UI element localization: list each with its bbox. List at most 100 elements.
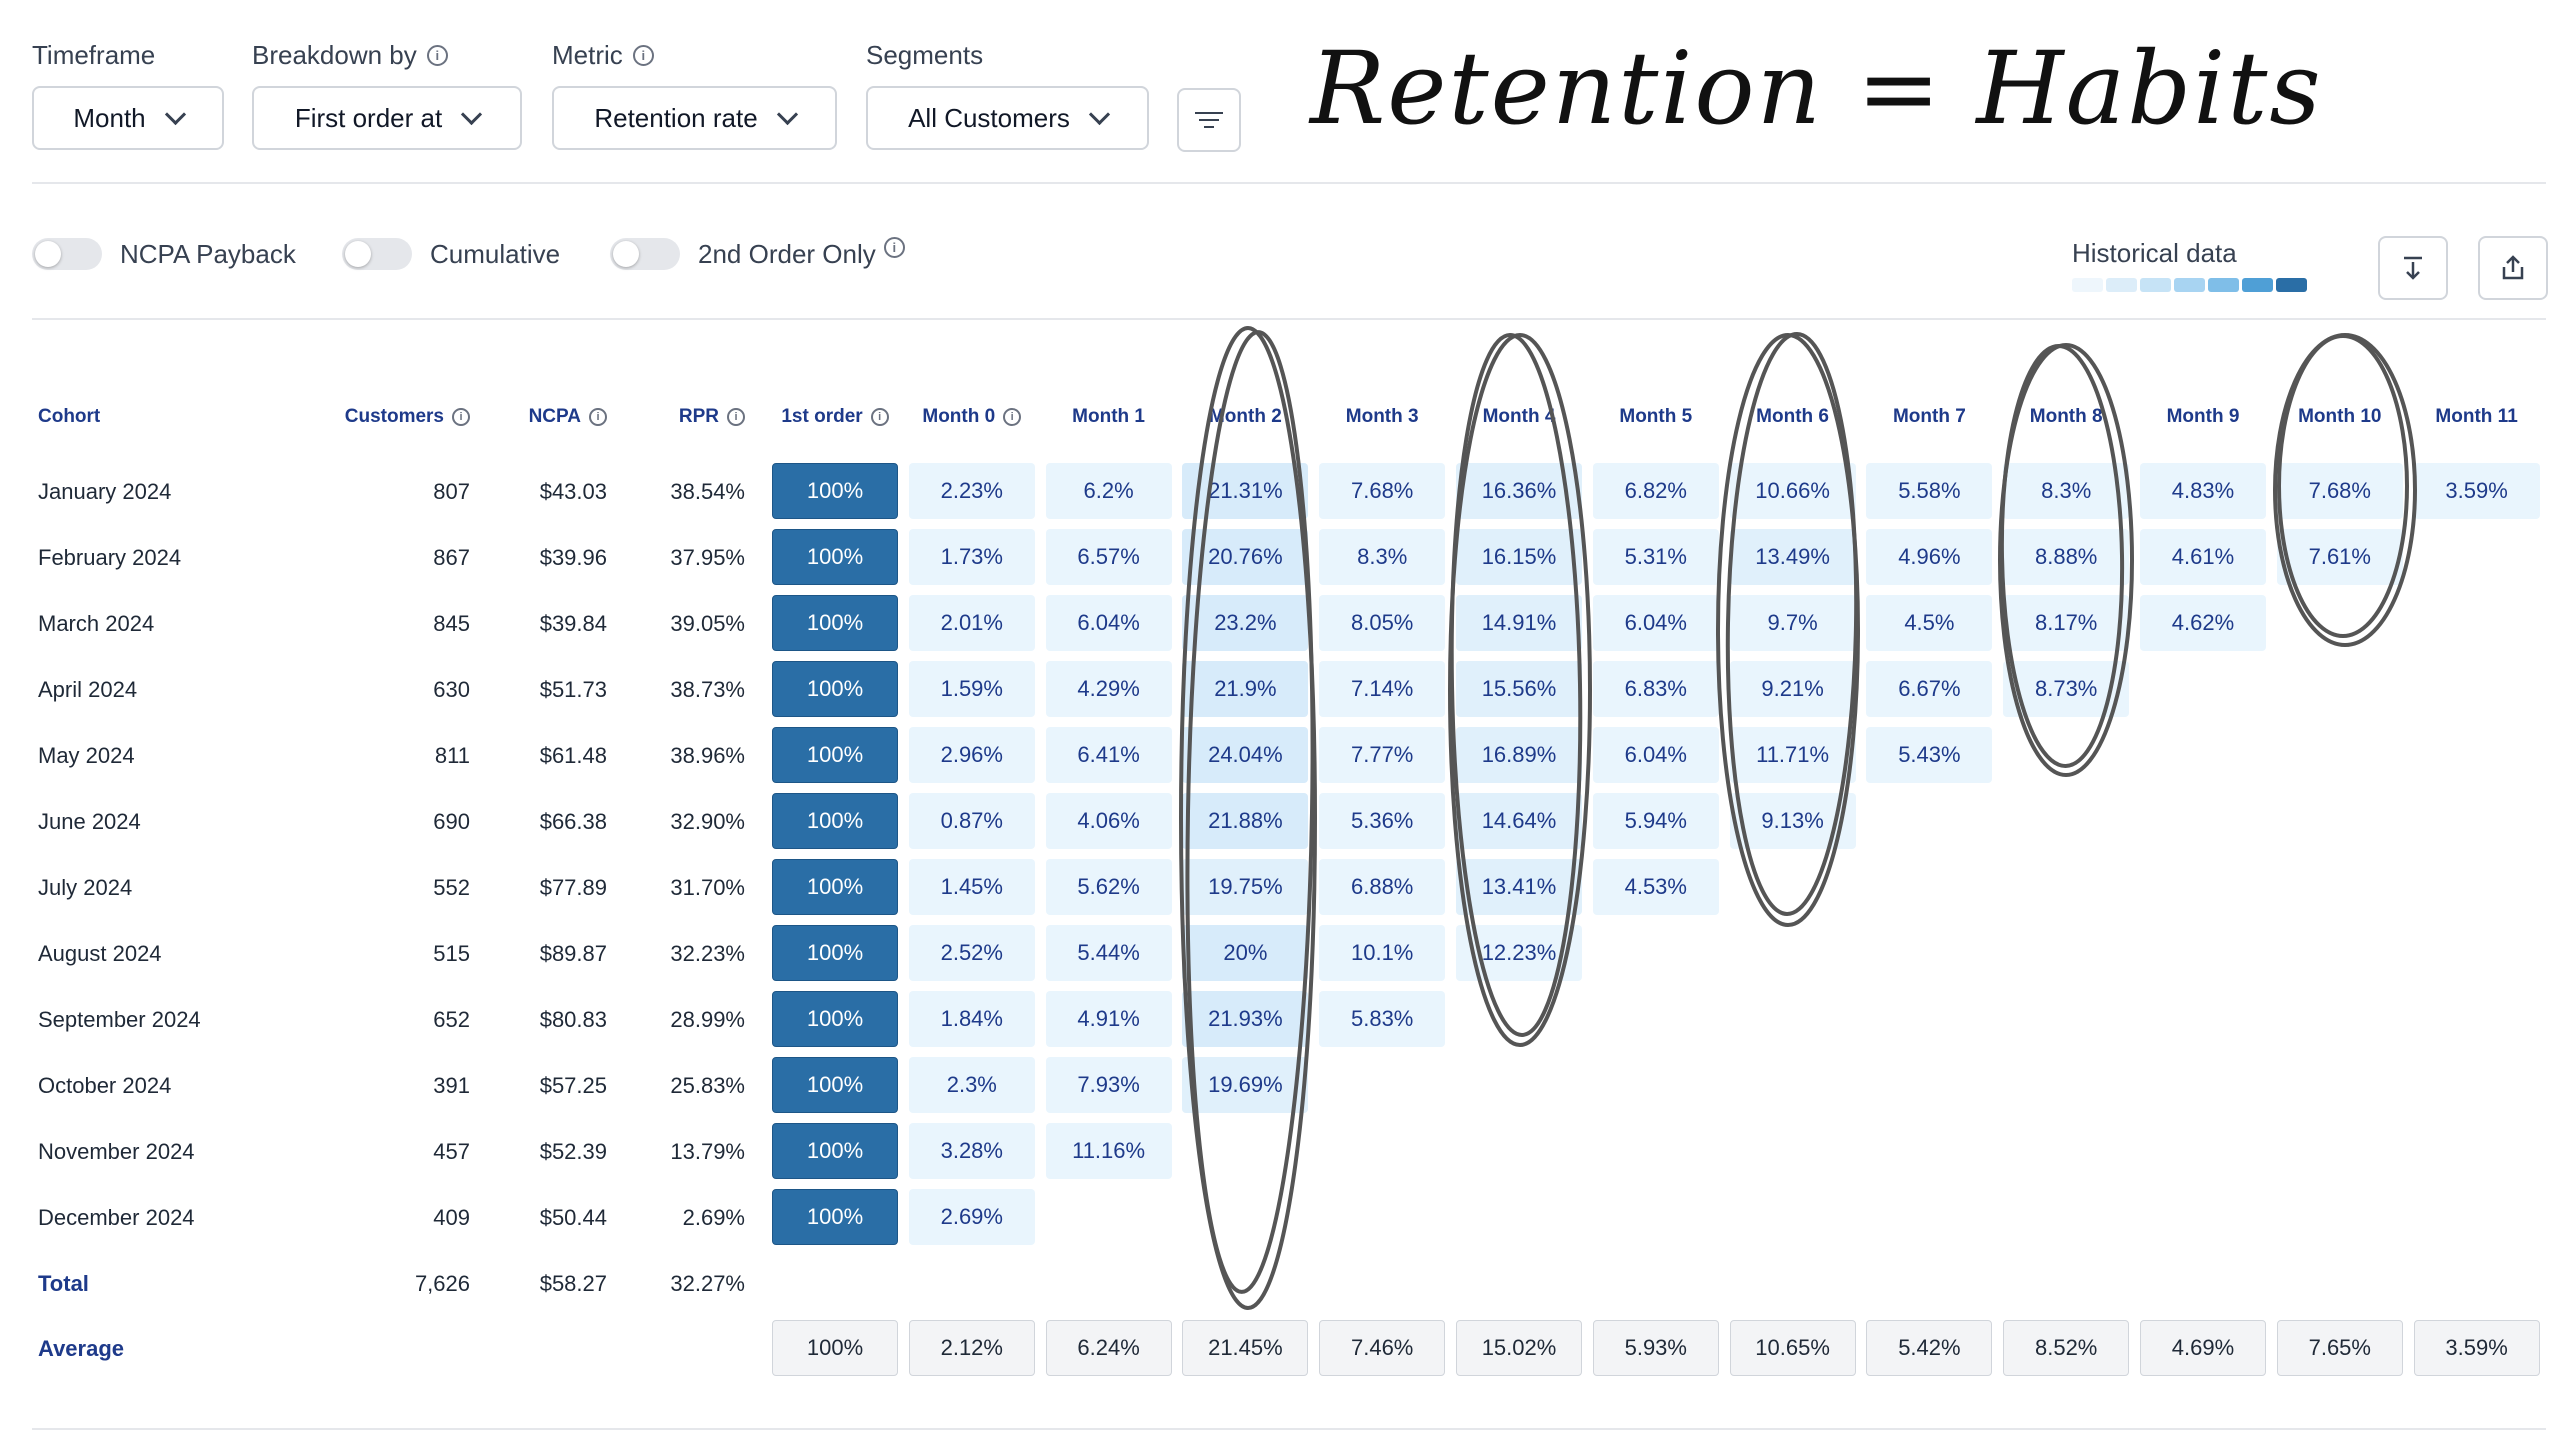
retention-cell[interactable]: 5.31% <box>1592 529 1719 585</box>
retention-cell[interactable]: 5.44% <box>1045 925 1172 981</box>
retention-cell[interactable]: 3.28% <box>908 1123 1035 1179</box>
retention-cell[interactable]: 24.04% <box>1182 727 1309 783</box>
retention-cell[interactable]: 5.94% <box>1592 793 1719 849</box>
retention-cell[interactable]: 21.93% <box>1182 991 1309 1047</box>
filter-button[interactable] <box>1177 88 1241 152</box>
retention-cell[interactable]: 15.56% <box>1456 661 1582 717</box>
retention-cell[interactable]: 4.83% <box>2140 463 2266 519</box>
retention-cell[interactable]: 5.43% <box>1866 727 1993 783</box>
breakdown-select[interactable]: First order at <box>252 86 522 150</box>
retention-cell[interactable]: 6.67% <box>1866 661 1993 717</box>
retention-cell[interactable]: 7.77% <box>1319 727 1446 783</box>
column-header[interactable]: Month 4 <box>1456 406 1582 428</box>
info-icon[interactable]: i <box>1003 408 1022 426</box>
retention-cell[interactable]: 1.45% <box>908 859 1035 915</box>
info-icon[interactable]: i <box>589 408 607 426</box>
retention-cell[interactable]: 6.04% <box>1045 595 1172 651</box>
retention-cell[interactable]: 11.71% <box>1729 727 1856 783</box>
column-header[interactable]: Month 7 <box>1866 406 1992 428</box>
column-header[interactable]: Month 8 <box>2003 406 2129 428</box>
retention-cell[interactable]: 1.84% <box>908 991 1035 1047</box>
share-button[interactable] <box>2478 236 2548 300</box>
column-header[interactable]: Month 6 <box>1730 406 1856 428</box>
column-header[interactable]: RPR i <box>679 406 745 428</box>
retention-cell[interactable]: 2.96% <box>908 727 1035 783</box>
first-order-cell[interactable]: 100% <box>772 529 898 585</box>
retention-cell[interactable]: 7.68% <box>2276 463 2403 519</box>
info-icon[interactable]: i <box>426 45 448 66</box>
info-icon[interactable]: i <box>632 45 654 66</box>
retention-cell[interactable]: 14.64% <box>1456 793 1582 849</box>
first-order-cell[interactable]: 100% <box>772 1123 898 1179</box>
retention-cell[interactable]: 7.93% <box>1045 1057 1172 1113</box>
retention-cell[interactable]: 4.5% <box>1866 595 1993 651</box>
retention-cell[interactable]: 2.23% <box>908 463 1035 519</box>
retention-cell[interactable]: 6.41% <box>1045 727 1172 783</box>
cumulative-toggle[interactable]: Cumulative <box>342 238 560 270</box>
column-header[interactable]: Month 10 <box>2277 406 2403 428</box>
first-order-cell[interactable]: 100% <box>772 727 898 783</box>
info-icon[interactable]: i <box>727 408 745 426</box>
retention-cell[interactable]: 21.31% <box>1182 463 1309 519</box>
retention-cell[interactable]: 5.83% <box>1319 991 1446 1047</box>
retention-cell[interactable]: 16.15% <box>1456 529 1582 585</box>
retention-cell[interactable]: 2.52% <box>908 925 1035 981</box>
retention-cell[interactable]: 14.91% <box>1456 595 1582 651</box>
column-header[interactable]: Month 0 i <box>909 406 1035 428</box>
retention-cell[interactable]: 7.14% <box>1319 661 1446 717</box>
metric-select[interactable]: Retention rate <box>552 86 837 150</box>
retention-cell[interactable]: 0.87% <box>908 793 1035 849</box>
second-order-toggle[interactable]: 2nd Order Only i <box>610 236 905 270</box>
retention-cell[interactable]: 2.01% <box>908 595 1035 651</box>
retention-cell[interactable]: 7.61% <box>2276 529 2403 585</box>
retention-cell[interactable]: 6.57% <box>1045 529 1172 585</box>
retention-cell[interactable]: 8.17% <box>2003 595 2130 651</box>
column-header[interactable]: 1st order i <box>772 406 898 428</box>
retention-cell[interactable]: 4.53% <box>1592 859 1719 915</box>
first-order-cell[interactable]: 100% <box>772 1189 898 1245</box>
info-icon[interactable]: i <box>452 408 470 426</box>
retention-cell[interactable]: 10.66% <box>1729 463 1856 519</box>
column-header[interactable]: Month 3 <box>1319 406 1445 428</box>
retention-cell[interactable]: 9.13% <box>1729 793 1856 849</box>
retention-cell[interactable]: 6.2% <box>1045 463 1172 519</box>
retention-cell[interactable]: 20.76% <box>1182 529 1309 585</box>
column-header[interactable]: Month 1 <box>1046 406 1172 428</box>
first-order-cell[interactable]: 100% <box>772 661 898 717</box>
retention-cell[interactable]: 6.88% <box>1319 859 1446 915</box>
retention-cell[interactable]: 4.61% <box>2140 529 2266 585</box>
toggle-switch[interactable] <box>342 238 412 270</box>
retention-cell[interactable]: 7.68% <box>1319 463 1446 519</box>
retention-cell[interactable]: 1.73% <box>908 529 1035 585</box>
retention-cell[interactable]: 12.23% <box>1456 925 1582 981</box>
retention-cell[interactable]: 6.83% <box>1592 661 1719 717</box>
retention-cell[interactable]: 5.62% <box>1045 859 1172 915</box>
retention-cell[interactable]: 6.82% <box>1592 463 1719 519</box>
retention-cell[interactable]: 19.69% <box>1182 1057 1309 1113</box>
retention-cell[interactable]: 19.75% <box>1182 859 1309 915</box>
retention-cell[interactable]: 16.36% <box>1456 463 1582 519</box>
retention-cell[interactable]: 4.96% <box>1866 529 1993 585</box>
first-order-cell[interactable]: 100% <box>772 859 898 915</box>
first-order-cell[interactable]: 100% <box>772 595 898 651</box>
retention-cell[interactable]: 4.29% <box>1045 661 1172 717</box>
retention-cell[interactable]: 8.88% <box>2003 529 2130 585</box>
retention-cell[interactable]: 4.06% <box>1045 793 1172 849</box>
retention-cell[interactable]: 5.58% <box>1866 463 1993 519</box>
info-icon[interactable]: i <box>870 408 889 426</box>
retention-cell[interactable]: 6.04% <box>1592 595 1719 651</box>
column-header[interactable]: Cohort <box>38 406 100 428</box>
column-header[interactable]: Month 9 <box>2140 406 2266 428</box>
first-order-cell[interactable]: 100% <box>772 925 898 981</box>
retention-cell[interactable]: 3.59% <box>2413 463 2540 519</box>
retention-cell[interactable]: 4.91% <box>1045 991 1172 1047</box>
retention-cell[interactable]: 9.7% <box>1729 595 1856 651</box>
retention-cell[interactable]: 5.36% <box>1319 793 1446 849</box>
retention-cell[interactable]: 23.2% <box>1182 595 1309 651</box>
retention-cell[interactable]: 13.41% <box>1456 859 1582 915</box>
retention-cell[interactable]: 8.05% <box>1319 595 1446 651</box>
retention-cell[interactable]: 16.89% <box>1456 727 1582 783</box>
ncpa-payback-toggle[interactable]: NCPA Payback <box>32 238 296 270</box>
column-header[interactable]: Month 2 <box>1182 406 1308 428</box>
retention-cell[interactable]: 13.49% <box>1729 529 1856 585</box>
